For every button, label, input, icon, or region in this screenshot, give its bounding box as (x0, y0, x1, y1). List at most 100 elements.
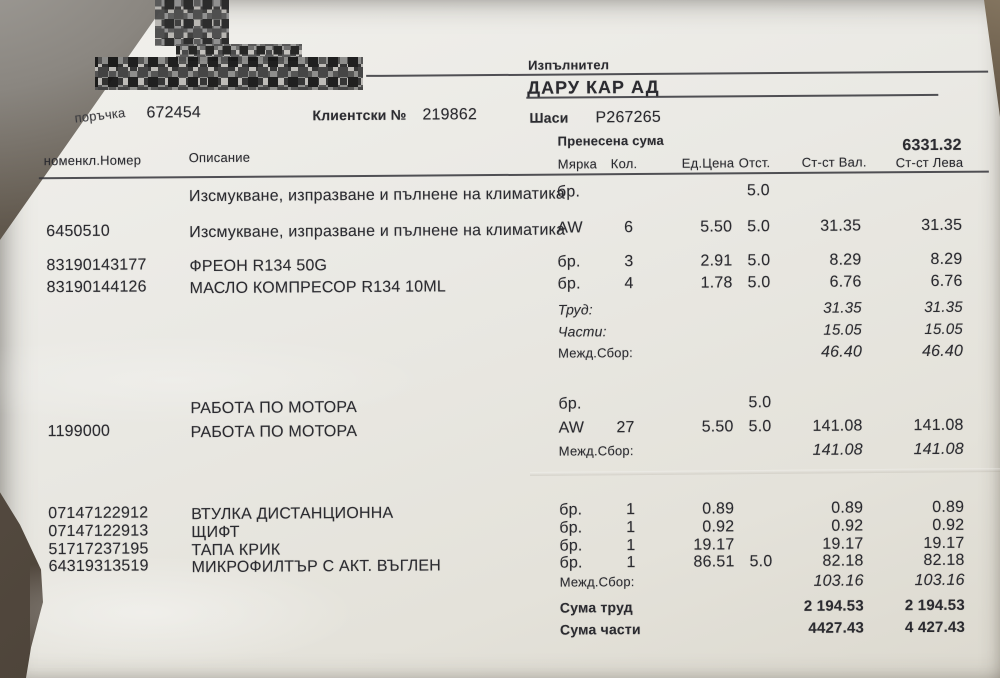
client-number-label: Клиентски № (312, 106, 407, 124)
row-value-currency: 0.92 (831, 517, 864, 535)
row-value-leva: 8.29 (930, 250, 963, 268)
row-discount: 5.0 (746, 182, 770, 200)
total-label: Сума части (559, 621, 641, 638)
column-header-leva: Ст-ст Лева (895, 154, 964, 171)
total-value-currency: 2 194.53 (803, 597, 864, 615)
row-unit: бр. (557, 275, 581, 293)
row-quantity: 1 (626, 501, 636, 519)
subtotal-value-currency: 141.08 (812, 441, 863, 459)
table-row: 6450510 Изсмукване, изпразване и пълнене… (0, 217, 999, 246)
client-number-value: 219862 (422, 106, 478, 124)
subtotal-value-currency: 31.35 (823, 299, 862, 317)
row-description: РАБОТА ПО МОТОРА (190, 399, 358, 418)
row-value-currency: 19.17 (822, 535, 864, 553)
row-discount: 5.0 (747, 274, 771, 292)
row-unit-price: 5.50 (700, 218, 733, 236)
row-description: РАБОТА ПО МОТОРА (190, 422, 358, 442)
row-unit: бр. (556, 183, 581, 201)
row-item-number: 6450510 (46, 222, 110, 241)
row-value-currency: 141.08 (812, 417, 863, 435)
row-unit: бр. (559, 554, 583, 572)
column-header-unit: Мярка (557, 156, 598, 172)
row-quantity: 1 (626, 519, 636, 537)
subtotal-value-leva: 141.08 (913, 440, 964, 459)
subtotal-label: Труд: (557, 301, 593, 318)
carried-sum-value: 6331.32 (902, 136, 962, 155)
subtotal-row: Межд.Сбор: 141.08 141.08 (1, 441, 1000, 470)
row-item-number: 64319313519 (48, 557, 149, 576)
row-discount: 5.0 (747, 218, 771, 236)
row-quantity: 4 (624, 275, 634, 293)
row-unit-price: 5.50 (701, 418, 734, 436)
executor-label: Изпълнител (528, 57, 610, 73)
row-description: МАСЛО КОМПРЕСОР R134 10ML (189, 278, 446, 298)
row-item-number: 83190144126 (46, 278, 147, 297)
subtotal-value-leva: 31.35 (924, 298, 963, 317)
row-unit-price: 0.89 (702, 500, 735, 518)
column-header-id: номенкл.Номер (43, 152, 142, 169)
row-unit-price: 0.92 (702, 518, 735, 536)
row-value-currency: 8.29 (829, 251, 862, 269)
column-header-disc: Отст. (738, 155, 771, 171)
row-unit: бр. (559, 519, 583, 537)
subtotal-value-leva: 15.05 (924, 320, 963, 339)
redaction-mosaic (155, 0, 229, 46)
row-item-number: 83190143177 (46, 256, 147, 275)
subtotal-label: Межд.Сбор: (558, 443, 634, 459)
row-value-leva: 141.08 (913, 416, 964, 435)
chassis-number-value: P267265 (595, 108, 661, 127)
row-value-leva: 31.35 (921, 216, 963, 235)
row-value-leva: 6.76 (930, 272, 963, 290)
row-item-number: 1199000 (47, 422, 111, 441)
row-description: Изсмукване, изпразване и пълнене на клим… (188, 185, 566, 206)
row-item-number: 07147122912 (48, 504, 149, 523)
subtotal-value-currency: 15.05 (823, 321, 862, 339)
row-discount: 5.0 (748, 418, 772, 436)
row-discount: 5.0 (747, 252, 771, 270)
subtotal-label: Части: (557, 323, 607, 340)
total-value-currency: 4427.43 (808, 619, 865, 637)
row-description: ФРЕОН R134 50G (189, 257, 328, 276)
redaction-mosaic (95, 57, 363, 90)
row-unit: AW (557, 219, 583, 237)
order-number: 672454 (146, 104, 202, 122)
subtotal-value-currency: 103.16 (813, 572, 864, 590)
column-header-desc: Описание (188, 149, 251, 166)
row-unit-price: 2.91 (700, 252, 733, 270)
row-value-leva: 19.17 (923, 534, 965, 553)
chassis-label: Шаси (529, 109, 569, 126)
column-header-price: Ед.Цена (681, 155, 735, 171)
table-header-rule (38, 170, 989, 180)
row-unit-price: 86.51 (693, 553, 735, 571)
row-value-leva: 82.18 (923, 551, 965, 570)
row-unit: AW (558, 419, 585, 437)
row-discount: 5.0 (748, 394, 772, 412)
subtotal-value-leva: 103.16 (914, 571, 965, 590)
row-value-currency: 31.35 (820, 217, 862, 235)
carried-sum-label: Пренесена сума (557, 132, 665, 149)
order-label: поръчка (73, 104, 127, 126)
row-value-currency: 0.89 (831, 499, 864, 517)
row-unit-price: 19.17 (693, 536, 735, 554)
row-unit: бр. (558, 395, 582, 413)
row-quantity: 6 (624, 219, 634, 237)
row-item-number: 07147122913 (48, 522, 149, 541)
row-value-leva: 0.89 (932, 498, 965, 516)
total-value-leva: 2 194.53 (904, 596, 965, 615)
subtotal-value-currency: 46.40 (820, 343, 863, 361)
subtotal-label: Межд.Сбор: (558, 345, 634, 361)
redaction-mosaic (176, 44, 302, 61)
row-unit: бр. (559, 537, 583, 555)
row-description: Изсмукване, изпразване и пълнене на клим… (189, 221, 566, 242)
row-quantity: 1 (626, 554, 636, 572)
row-discount: 5.0 (749, 553, 773, 571)
subtotal-value-leva: 46.40 (921, 342, 964, 361)
table-row: Изсмукване, изпразване и пълнене на клим… (0, 181, 999, 210)
subtotal-label: Межд.Сбор: (559, 574, 635, 590)
row-quantity: 3 (624, 253, 634, 271)
column-header-qty: Кол. (610, 156, 638, 172)
row-value-currency: 82.18 (822, 552, 864, 570)
